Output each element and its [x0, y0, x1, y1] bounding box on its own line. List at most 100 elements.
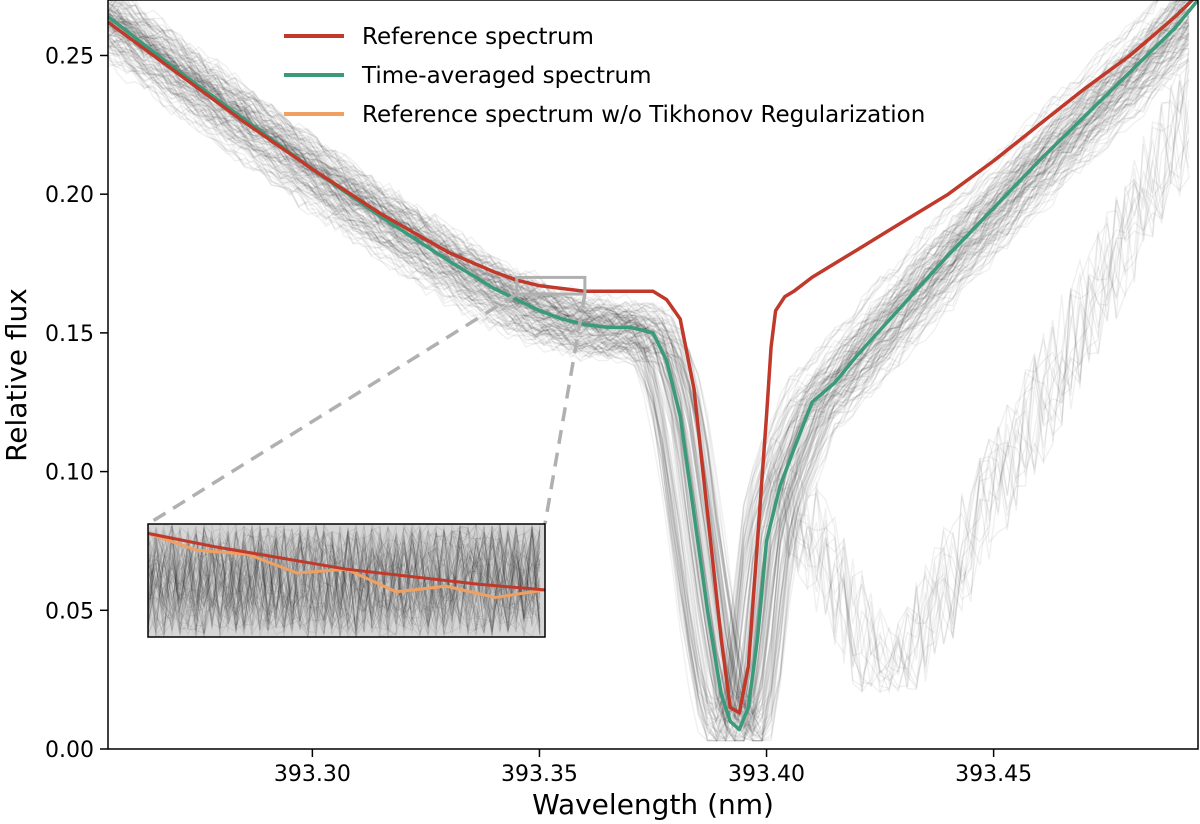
spectrum-trace [108, 10, 1189, 716]
spectrum-trace [108, 10, 1189, 738]
zoom-connector-right [543, 293, 587, 525]
inset-trace [148, 531, 541, 637]
inset-trace [148, 524, 541, 637]
inset-trace [148, 524, 541, 632]
inset-trace [148, 524, 541, 637]
spectrum-trace [108, 36, 1190, 742]
inset-trace [148, 525, 541, 632]
plot-frame [107, 0, 1199, 750]
spectrum-trace [108, 0, 1190, 734]
inset-trace [148, 524, 541, 636]
spectrum-trace [108, 18, 1190, 742]
spectrum-trace [108, 0, 1190, 722]
inset-trace [148, 531, 541, 630]
inset-reference-line [147, 531, 546, 592]
spectrum-trace [108, 0, 1182, 722]
spectrum-trace [108, 0, 1178, 715]
spectrum-trace [108, 3, 1190, 725]
spectrum-trace [108, 0, 1190, 704]
legend: Reference spectrum Time-averaged spectru… [284, 24, 925, 128]
spectrum-trace [108, 31, 1190, 742]
spectrum-trace [108, 10, 1190, 742]
inset-trace [148, 528, 541, 634]
spectrum-trace [108, 0, 1175, 720]
spectrum-trace [108, 13, 1190, 742]
inset-trace [148, 524, 541, 631]
spectrum-trace [108, 0, 1190, 738]
inset-trace [148, 524, 541, 635]
inset-trace [148, 525, 541, 634]
inset-trace [148, 529, 541, 636]
inset-trace [148, 524, 541, 634]
inset-trace [148, 524, 541, 637]
spectrum-trace [108, 10, 1190, 740]
spectrum-trace [108, 0, 1160, 714]
inset-trace [148, 524, 541, 636]
inset-trace [148, 525, 541, 637]
inset-trace [148, 524, 541, 637]
spectrum-trace [108, 0, 1186, 723]
inset-trace [148, 524, 541, 634]
x-tick-label: 393.35 [501, 762, 578, 787]
spectrum-trace [114, 0, 1190, 706]
spectrum-trace [108, 8, 1190, 742]
inset-trace [148, 528, 541, 637]
spectrum-trace [108, 0, 1172, 722]
spectrum-trace [108, 18, 1190, 742]
y-axis-label: Relative flux [0, 288, 33, 462]
spectrum-trace [108, 2, 1190, 706]
spectrum-trace [108, 0, 1181, 712]
spectrum-trace [108, 37, 1190, 742]
inset-trace [148, 526, 541, 636]
spectrum-trace [108, 21, 1190, 739]
spectrum-trace [108, 5, 1190, 735]
spectrum-trace [108, 0, 1190, 732]
spectrum-trace [117, 0, 1182, 699]
spectrum-trace [108, 18, 1190, 708]
spectrum-trace [108, 0, 1190, 714]
spectrum-trace [108, 21, 1190, 732]
inset-trace [148, 528, 541, 637]
inset-trace [148, 526, 541, 637]
inset-trace [148, 530, 541, 635]
spectrum-trace [108, 20, 1190, 738]
spectrum-trace [108, 9, 1190, 724]
spectrum-trace [108, 13, 1190, 732]
inset-trace [148, 524, 541, 634]
spectrum-trace [108, 37, 1190, 742]
spectrum-trace [108, 0, 1190, 720]
spectrum-trace [108, 32, 1190, 742]
inset-trace [148, 525, 541, 637]
zoom-connector-left [147, 292, 518, 526]
spectrum-trace [108, 0, 1185, 726]
spectrum-trace [108, 1, 1190, 714]
spectrum-trace [108, 0, 1159, 708]
y-tick-label: 0.05 [45, 599, 94, 624]
inset-trace [148, 524, 541, 637]
spectrum-trace [108, 2, 1190, 714]
spectrum-trace [108, 19, 1189, 739]
inset-frame [147, 523, 546, 638]
y-tick-label: 0.10 [45, 461, 94, 486]
spectrum-trace [108, 3, 1190, 738]
spectrum-trace [108, 57, 1190, 742]
inset-trace [148, 524, 541, 636]
spectrum-trace [108, 34, 1190, 742]
inset-trace [148, 524, 541, 630]
inset-trace [148, 529, 541, 634]
spectrum-trace [108, 0, 1159, 700]
inset-trace [148, 525, 541, 637]
individual-spectra-traces [108, 0, 1190, 743]
inset-trace [148, 524, 541, 637]
inset-trace [148, 524, 541, 637]
spectrum-trace [108, 15, 1190, 736]
inset-trace [148, 527, 541, 631]
inset-trace [148, 524, 541, 637]
spectrum-trace [108, 23, 1190, 740]
spectrum-trace [108, 28, 1190, 742]
spectrum-trace [108, 52, 1190, 742]
zoom-region-box [515, 275, 587, 296]
spectrum-trace [108, 0, 1179, 726]
spectrum-trace [108, 0, 1187, 724]
